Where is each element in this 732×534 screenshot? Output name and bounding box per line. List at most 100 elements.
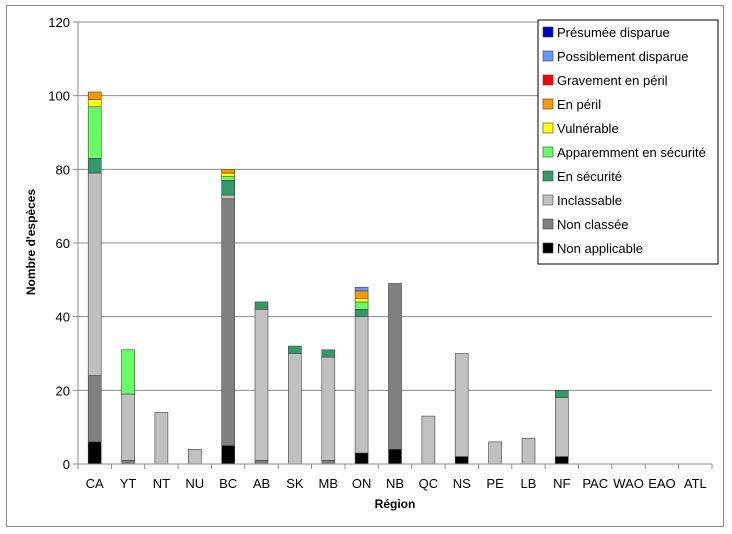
bar-segment-ca	[87, 441, 102, 465]
y-axis-ticks: 0 20 40 60 80 100 120	[48, 15, 78, 472]
legend-swatch	[542, 218, 554, 230]
legend-box	[537, 19, 719, 265]
bar-segment-bc	[221, 176, 235, 181]
x-axis-title: Région	[375, 497, 416, 511]
y-tick-label: 100	[48, 89, 70, 104]
bar-segment-on	[354, 297, 369, 303]
bar-segment-lb	[521, 437, 536, 465]
x-tick-label-nt: NT	[153, 476, 170, 491]
bar-segment-mb	[321, 459, 336, 465]
bar-segment-ca	[87, 172, 102, 376]
bar-segment-on	[354, 301, 369, 310]
x-tick-label-ca: CA	[86, 476, 104, 491]
bar-segment-on	[354, 286, 369, 292]
bar-segment-ab	[254, 459, 269, 465]
bar-segment-mb	[321, 356, 336, 461]
legend-swatch	[542, 170, 554, 182]
legend-label: Apparemment en sécurité	[557, 145, 706, 160]
y-tick-label: 40	[56, 310, 70, 325]
bars	[87, 91, 569, 465]
bar-segment-nt	[154, 412, 169, 465]
legend-swatch	[542, 242, 554, 254]
bar-segment-nu	[188, 448, 202, 465]
legend-swatch	[542, 26, 554, 38]
x-axis-tick-labels: CA YT NT NU BC AB SK MB ON NB QC NS PE LB NF PAC WAO EAO A…	[86, 476, 707, 491]
bar-segment-sk	[288, 345, 302, 354]
x-tick-label-pac: PAC	[582, 476, 608, 491]
y-tick-label: 120	[48, 15, 70, 30]
legend-label: En péril	[557, 97, 601, 112]
bar-segment-yt	[121, 459, 135, 465]
legend: Présumée disparue Possiblement disparue Gr…	[537, 19, 719, 265]
x-tick-label-pe: PE	[486, 476, 504, 491]
y-tick-label: 20	[56, 383, 70, 398]
legend-label: Non classée	[557, 217, 629, 232]
x-tick-label-yt: YT	[120, 476, 137, 491]
y-tick-label: 80	[56, 162, 70, 177]
x-tick-label-sk: SK	[286, 476, 304, 491]
x-tick-label-mb: MB	[319, 476, 339, 491]
x-tick-label-bc: BC	[219, 476, 237, 491]
bar-segment-ca	[87, 106, 102, 159]
bar-segment-ns	[454, 456, 469, 465]
x-tick-label-nu: NU	[185, 476, 204, 491]
x-tick-label-lb: LB	[521, 476, 537, 491]
x-tick-label-nf: NF	[553, 476, 570, 491]
legend-swatch	[542, 98, 554, 110]
legend-label: En sécurité	[557, 169, 622, 184]
legend-label: Non applicable	[557, 241, 643, 256]
bar-segment-yt	[121, 393, 135, 461]
legend-label: Vulnérable	[557, 121, 619, 136]
bar-segment-pe	[488, 441, 502, 465]
bar-segment-bc	[221, 172, 235, 178]
bar-segment-yt	[121, 349, 135, 395]
y-axis-title: Nombre d'espèces	[24, 189, 38, 296]
bar-segment-nb	[388, 448, 402, 465]
x-tick-label-ab: AB	[253, 476, 270, 491]
bar-segment-ab	[254, 308, 269, 461]
legend-label: Présumée disparue	[557, 25, 670, 40]
x-tick-label-wao: WAO	[613, 476, 644, 491]
bar-segment-ab	[254, 301, 269, 310]
x-tick-label-nb: NB	[386, 476, 404, 491]
bar-segment-ns	[454, 353, 469, 457]
bar-segment-ca	[87, 158, 102, 174]
bar-segment-on	[354, 452, 369, 465]
x-tick-label-ns: NS	[453, 476, 471, 491]
bar-segment-bc	[221, 445, 235, 465]
bar-segment-nf	[554, 389, 569, 398]
bar-segment-nf	[554, 397, 569, 457]
bar-segment-ca	[87, 375, 102, 443]
bar-segment-bc	[221, 198, 235, 446]
bar-segment-bc	[221, 169, 235, 174]
bar-segment-qc	[421, 415, 436, 465]
bar-segment-on	[354, 290, 369, 299]
bar-segment-nb	[388, 283, 402, 450]
legend-swatch	[542, 122, 554, 134]
legend-swatch	[542, 74, 554, 86]
bar-segment-ca	[87, 99, 102, 108]
legend-swatch	[542, 194, 554, 206]
legend-swatch	[542, 146, 554, 158]
bar-segment-mb	[321, 349, 336, 358]
x-tick-label-eao: EAO	[648, 476, 675, 491]
legend-label: Possiblement disparue	[557, 49, 689, 64]
y-tick-label: 0	[63, 457, 70, 472]
bar-segment-nf	[554, 456, 569, 465]
legend-label: Gravement en péril	[557, 73, 668, 88]
bar-segment-ca	[87, 91, 102, 100]
bar-segment-on	[354, 316, 369, 454]
x-axis	[77, 22, 713, 469]
x-tick-label-on: ON	[352, 476, 372, 491]
bar-segment-bc	[221, 194, 235, 200]
bar-segment-bc	[221, 180, 235, 196]
x-tick-label-qc: QC	[419, 476, 439, 491]
bar-segment-on	[354, 308, 369, 317]
legend-swatch	[542, 50, 554, 62]
legend-label: Inclassable	[557, 193, 622, 208]
bar-segment-sk	[288, 353, 302, 465]
y-tick-label: 60	[56, 236, 70, 251]
x-tick-label-atl: ATL	[684, 476, 707, 491]
chart-frame	[6, 5, 724, 527]
